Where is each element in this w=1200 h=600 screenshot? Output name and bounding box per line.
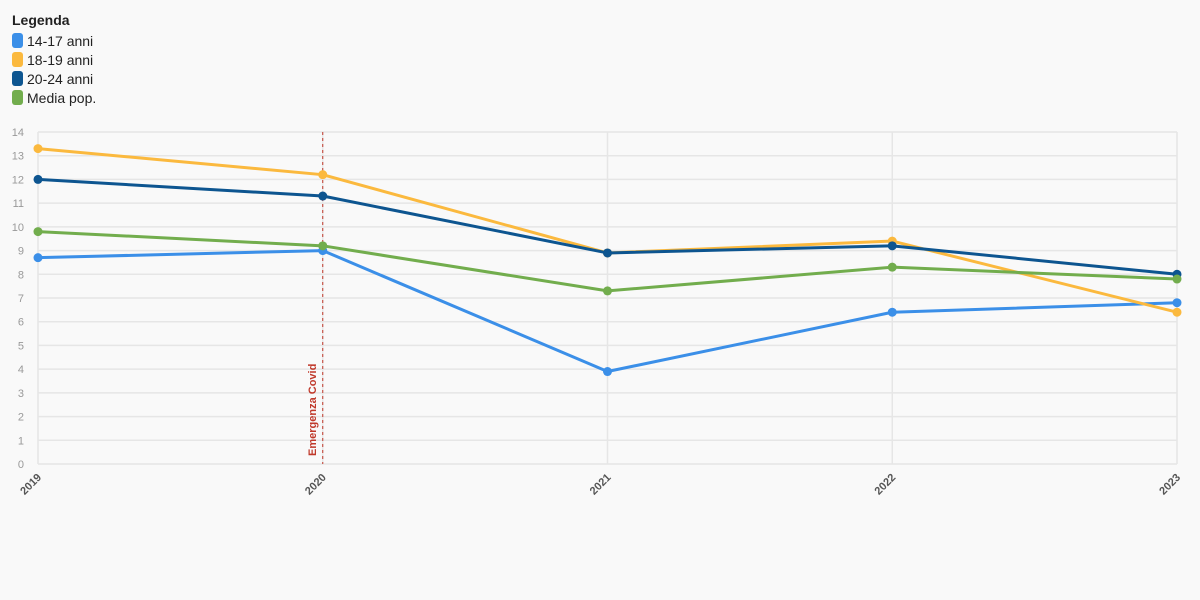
- data-point: [33, 227, 43, 237]
- y-tick-label: 5: [18, 340, 24, 352]
- data-point: [603, 248, 612, 258]
- x-tick-label: 2019: [18, 472, 44, 498]
- x-tick-label: 2020: [303, 472, 329, 498]
- y-tick-label: 11: [13, 198, 24, 210]
- data-point: [887, 262, 897, 272]
- legend-title: Legenda: [12, 12, 70, 28]
- y-tick-label: 2: [18, 412, 24, 424]
- y-tick-label: 6: [18, 317, 24, 329]
- y-tick-label: 1: [18, 435, 24, 447]
- y-tick-label: 7: [18, 293, 24, 305]
- data-point: [1172, 307, 1182, 317]
- y-tick-label: 0: [18, 459, 24, 471]
- legend: Legenda 14-17 anni 18-19 anni 20-24 anni Me…: [12, 12, 96, 107]
- y-tick-label: 4: [18, 364, 24, 376]
- legend-swatch: [12, 71, 23, 86]
- legend-item: 20-24 anni: [12, 69, 96, 88]
- x-tick-label: 2021: [588, 472, 614, 498]
- data-point: [33, 174, 43, 184]
- data-point: [887, 307, 897, 317]
- legend-label: 14-17 anni: [27, 32, 94, 49]
- data-point: [887, 241, 897, 251]
- data-point: [1172, 274, 1182, 284]
- data-point: [33, 253, 43, 263]
- legend-swatch: [12, 33, 23, 48]
- data-point: [318, 191, 328, 201]
- y-tick-label: 10: [12, 222, 24, 234]
- x-tick-label: 2022: [873, 472, 899, 498]
- y-tick-label: 9: [18, 246, 24, 258]
- legend-swatch: [12, 52, 23, 67]
- y-tick-label: 13: [12, 151, 24, 163]
- legend-label: 20-24 anni: [27, 70, 94, 87]
- legend-label: 18-19 anni: [27, 51, 94, 68]
- y-tick-label: 14: [12, 127, 24, 139]
- data-point: [33, 144, 43, 154]
- x-tick-label: 2023: [1157, 472, 1183, 498]
- legend-item: 14-17 anni: [12, 31, 96, 50]
- y-tick-label: 3: [18, 388, 24, 400]
- legend-item: Media pop.: [12, 88, 96, 107]
- legend-items: 14-17 anni 18-19 anni 20-24 anni Media pop.: [12, 31, 96, 107]
- annotation-label: Emergenza Covid: [307, 364, 319, 456]
- data-point: [603, 286, 612, 296]
- data-point: [603, 367, 612, 377]
- legend-item: 18-19 anni: [12, 50, 96, 69]
- data-point: [318, 241, 328, 251]
- y-tick-label: 8: [18, 269, 24, 281]
- data-point: [318, 170, 328, 180]
- legend-label: Media pop.: [27, 89, 97, 106]
- legend-swatch: [12, 90, 23, 105]
- data-point: [1172, 298, 1182, 308]
- y-tick-label: 12: [12, 174, 24, 186]
